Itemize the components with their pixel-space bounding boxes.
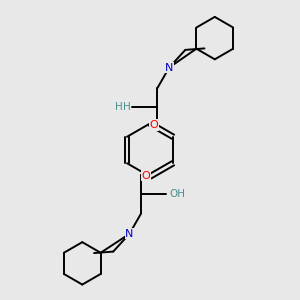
Text: O: O bbox=[149, 120, 158, 130]
Text: H: H bbox=[123, 102, 131, 112]
Text: HO: HO bbox=[115, 102, 131, 112]
Text: H: H bbox=[168, 189, 176, 199]
Text: OH: OH bbox=[169, 189, 185, 199]
Text: O: O bbox=[141, 171, 150, 181]
Text: N: N bbox=[125, 229, 134, 239]
Text: N: N bbox=[165, 63, 173, 73]
